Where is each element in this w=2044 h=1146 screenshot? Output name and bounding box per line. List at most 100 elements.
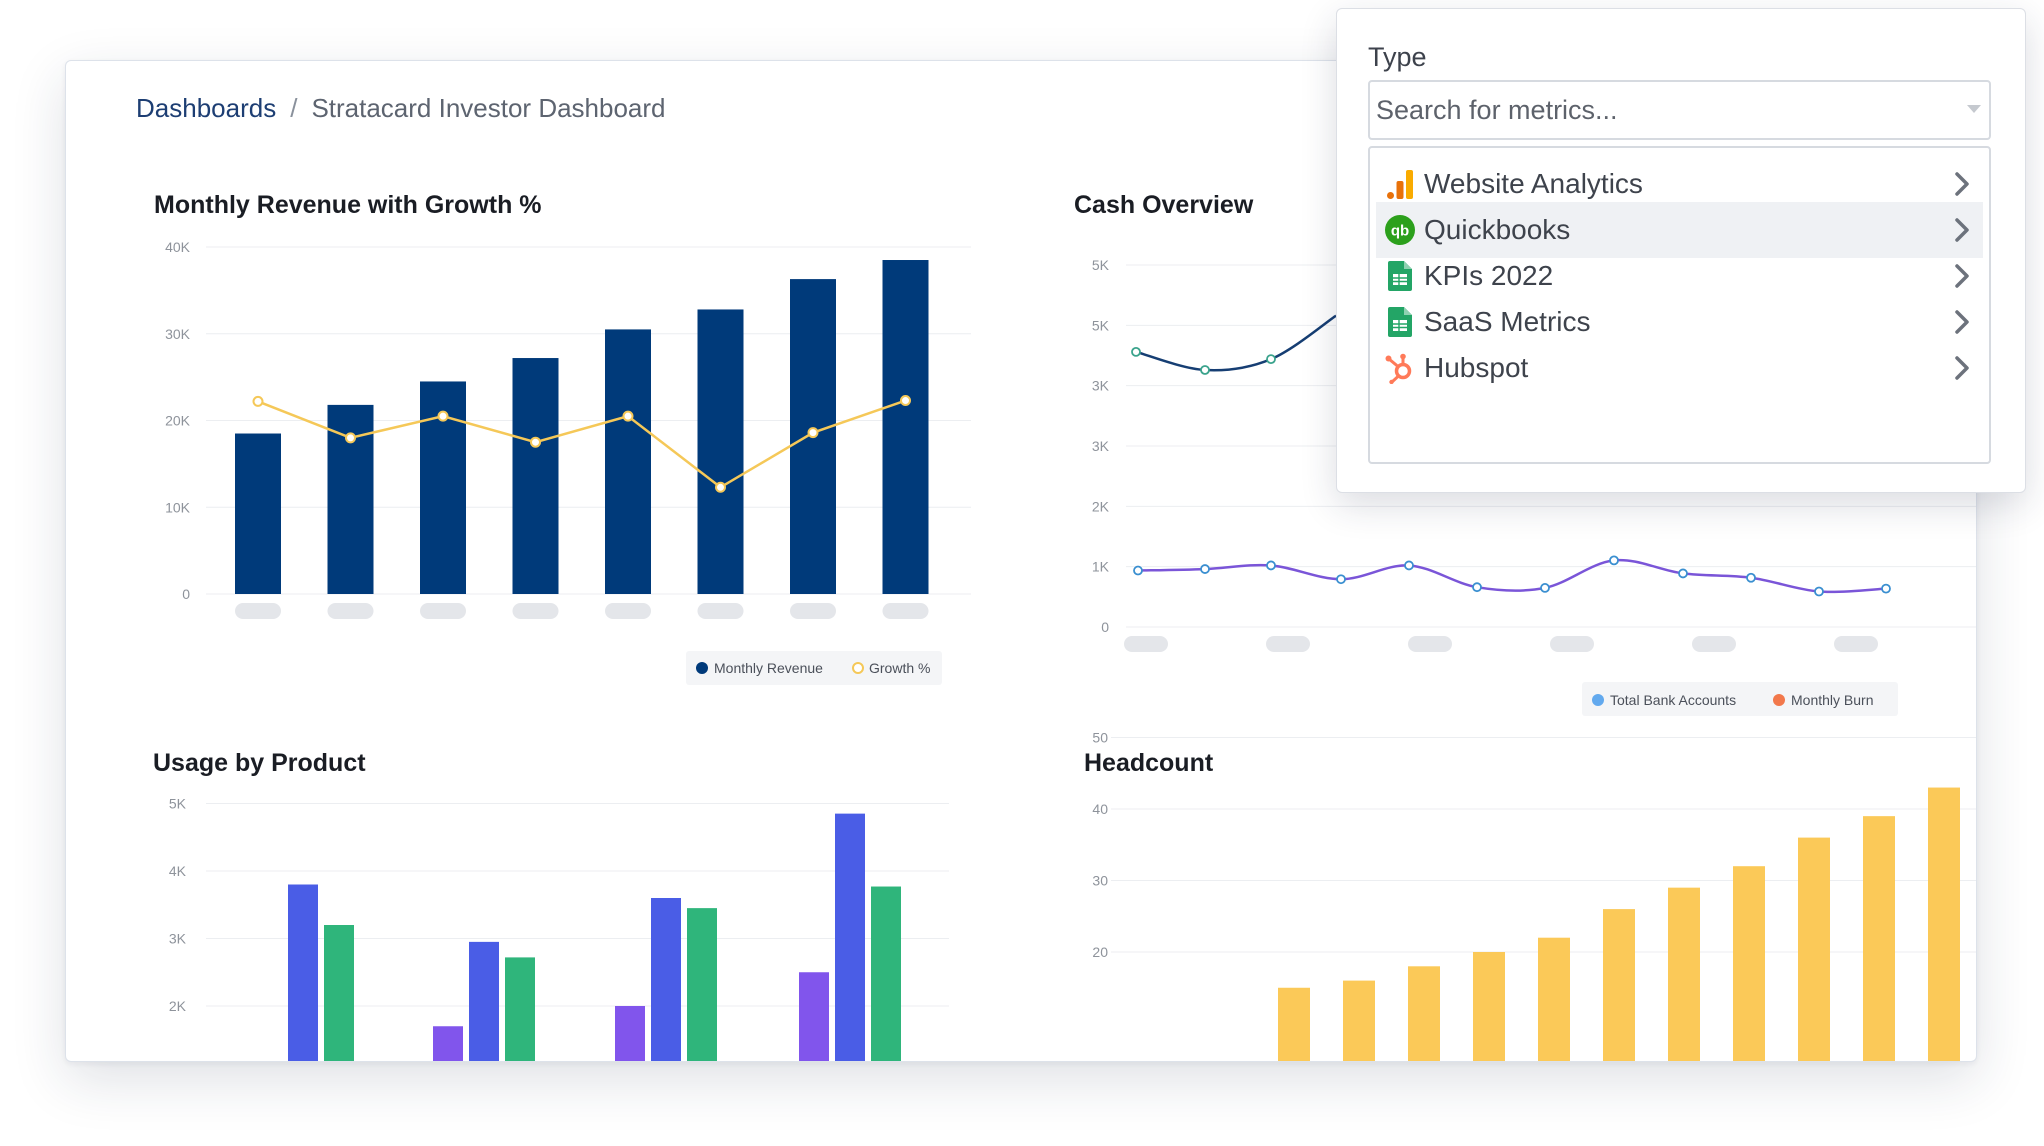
y-tick-label: 5K [1092, 257, 1110, 273]
headcount-bar [1408, 966, 1440, 1061]
x-tick-placeholder [882, 603, 929, 619]
y-tick-label: 10K [165, 499, 191, 515]
usage-chart-title: Usage by Product [153, 749, 366, 777]
chevron-right-icon [1955, 310, 1969, 334]
y-tick-label: 40 [1092, 801, 1108, 817]
monthly-burn-point [1746, 572, 1756, 583]
y-tick-label: 1K [1092, 559, 1110, 575]
monthly-burn-point [1814, 586, 1824, 597]
x-tick-placeholder [1266, 636, 1310, 652]
x-tick-placeholder [235, 603, 281, 619]
x-tick-placeholder [697, 603, 744, 619]
bank-accounts-point [1200, 365, 1210, 375]
breadcrumb-current: Stratacard Investor Dashboard [311, 93, 666, 123]
legend-label-monthly-revenue: Monthly Revenue [714, 660, 823, 676]
usage-bar [687, 908, 717, 1061]
search-metrics-input[interactable] [1368, 80, 1991, 140]
monthly-burn-point [1200, 564, 1210, 574]
breadcrumb: Dashboards / Stratacard Investor Dashboard [136, 93, 666, 124]
y-tick-label: 2K [169, 998, 187, 1014]
monthly-burn-line [1137, 558, 1887, 594]
revenue-bar [882, 260, 929, 594]
y-tick-label: 30K [165, 326, 191, 342]
y-tick-label: 3K [1092, 438, 1110, 454]
y-tick-label: 2K [1092, 498, 1110, 514]
chevron-right-icon [1955, 172, 1969, 196]
y-tick-label: 3K [1092, 378, 1110, 394]
revenue-bar [697, 309, 744, 594]
monthly-burn-point [1133, 565, 1143, 576]
legend-label-bank-accounts: Total Bank Accounts [1610, 692, 1736, 708]
headcount-chart-title: Headcount [1084, 749, 1214, 777]
y-tick-label: 0 [1101, 619, 1109, 635]
headcount-bar [1538, 937, 1570, 1061]
google-sheets-icon [1382, 304, 1418, 340]
chevron-right-icon [1955, 356, 1969, 380]
growth-line [257, 399, 906, 489]
y-tick-label: 40K [165, 239, 191, 255]
y-tick-label: 30 [1092, 873, 1108, 889]
bank-accounts-point [1266, 354, 1276, 365]
hubspot-icon [1382, 350, 1418, 386]
list-item-label: KPIs 2022 [1424, 260, 1554, 291]
monthly-burn-point [1678, 568, 1688, 579]
monthly-burn-point [1540, 583, 1550, 593]
monthly-burn-point [1266, 560, 1276, 571]
x-tick-placeholder [420, 603, 466, 619]
usage-bar [469, 941, 499, 1061]
list-item-website-analytics[interactable]: Website Analytics [1376, 156, 1983, 212]
y-tick-label: 3K [169, 931, 187, 947]
usage-bar [324, 925, 354, 1061]
bank-accounts-line [1135, 314, 1337, 372]
x-tick-placeholder [1408, 636, 1452, 652]
x-tick-placeholder [605, 603, 651, 619]
list-item-saas-metrics[interactable]: SaaS Metrics [1376, 294, 1983, 350]
x-tick-placeholder [1124, 636, 1168, 652]
revenue-bar [605, 329, 651, 594]
legend-swatch-monthly-revenue [696, 662, 708, 674]
bank-accounts-point [1131, 346, 1141, 357]
revenue-bar [512, 358, 559, 594]
y-tick-label: 4K [169, 863, 187, 879]
usage-chart: 2K 3K 4K 5K [169, 796, 949, 1061]
list-item-kpis-2022[interactable]: KPIs 2022 [1376, 248, 1983, 304]
monthly-burn-point [1336, 574, 1346, 585]
chevron-right-icon [1955, 264, 1969, 288]
google-sheets-icon [1382, 258, 1418, 294]
revenue-bar [235, 433, 281, 594]
usage-bar [505, 957, 535, 1061]
legend-swatch-bank-accounts [1592, 694, 1604, 706]
usage-bar [615, 1006, 645, 1061]
headcount-bar [1278, 987, 1310, 1061]
headcount-bar [1343, 980, 1375, 1061]
revenue-chart: 0 10K 20K 30K 40K Monthly Revenue Growth % [165, 239, 971, 685]
list-item-label: Hubspot [1424, 352, 1529, 383]
usage-bar [871, 886, 901, 1061]
growth-point [437, 410, 449, 422]
growth-point [715, 481, 726, 493]
list-item-quickbooks[interactable]: qb Quickbooks [1376, 202, 1983, 258]
analytics-bars-icon [1382, 166, 1418, 202]
headcount-bar [1798, 837, 1830, 1061]
list-item-label: SaaS Metrics [1424, 306, 1591, 337]
breadcrumb-dashboards-link[interactable]: Dashboards [136, 93, 277, 123]
x-tick-placeholder [512, 603, 559, 619]
usage-bar [651, 898, 681, 1061]
y-tick-label: 50 [1092, 730, 1108, 746]
x-tick-placeholder [1550, 636, 1594, 652]
growth-point [622, 410, 634, 422]
monthly-burn-point [1472, 582, 1482, 593]
chevron-down-icon[interactable] [1967, 105, 1981, 113]
breadcrumb-separator: / [290, 93, 298, 123]
list-item-hubspot[interactable]: Hubspot [1376, 340, 1983, 396]
monthly-burn-point [1404, 560, 1414, 571]
y-tick-label: 0 [182, 586, 190, 602]
quickbooks-icon: qb [1382, 212, 1418, 248]
list-item-label: Website Analytics [1424, 168, 1643, 199]
growth-point [900, 395, 911, 407]
legend-swatch-monthly-burn [1773, 694, 1785, 706]
headcount-bar [1473, 952, 1505, 1061]
growth-point [345, 432, 356, 444]
headcount-bar [1863, 816, 1895, 1061]
usage-bar [288, 884, 318, 1061]
